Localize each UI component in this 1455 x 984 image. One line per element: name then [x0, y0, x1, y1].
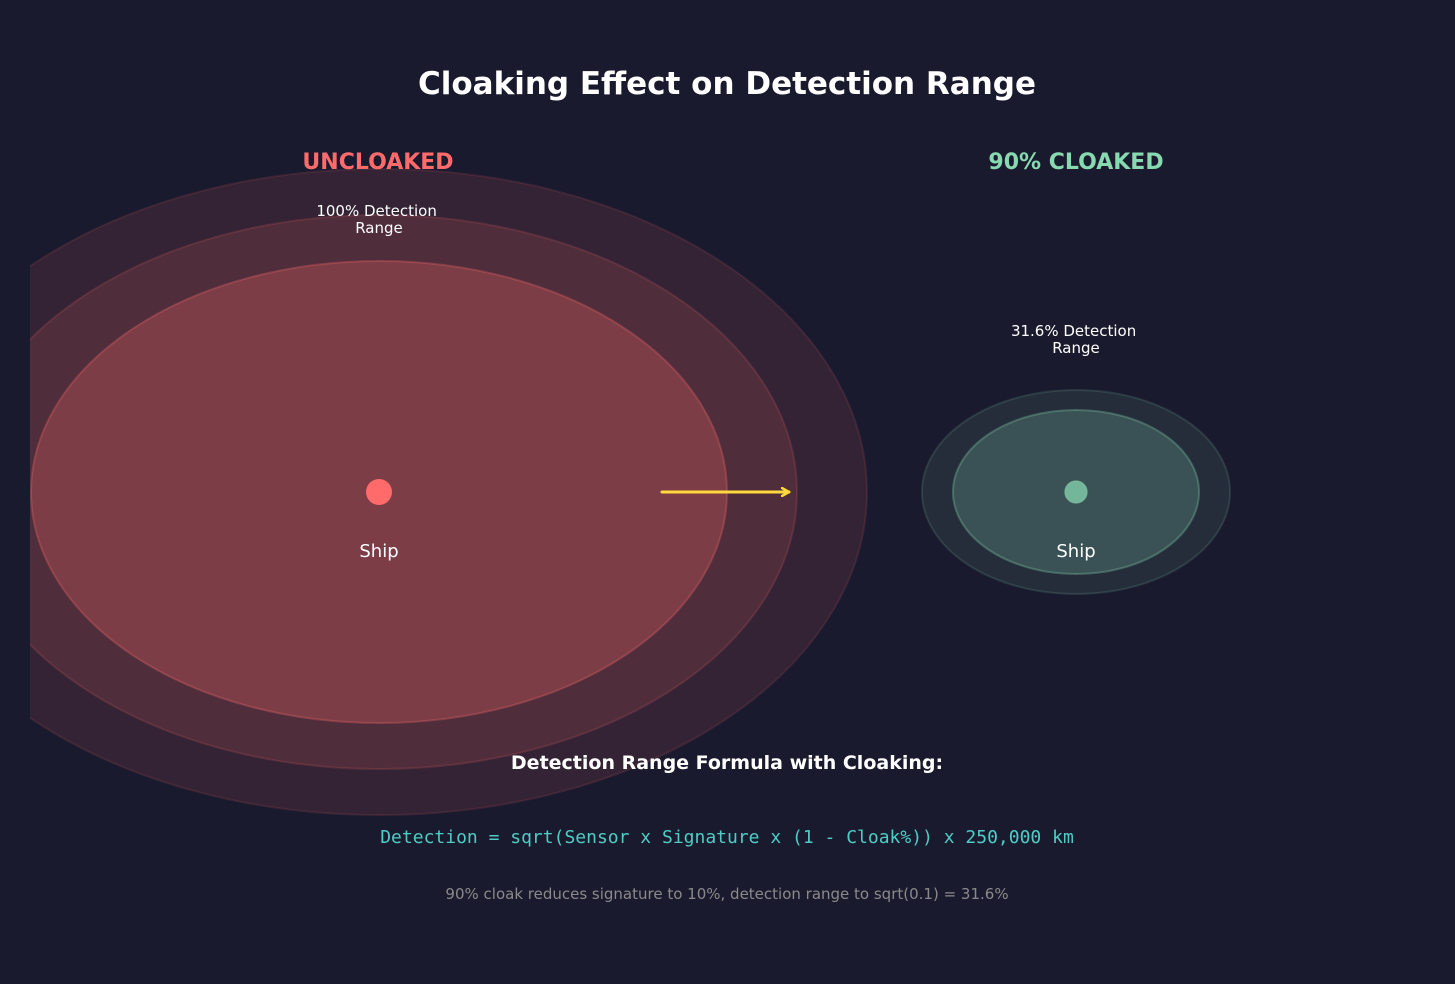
cloaked-range-label-line1: 31.6% Detection — [1011, 322, 1136, 340]
cloaked-range-label-line2: Range — [1052, 339, 1100, 357]
uncloaked-heading: UNCLOAKED — [302, 150, 453, 175]
uncloaked-range-label-line1: 100% Detection — [316, 202, 437, 220]
page-title: Cloaking Effect on Detection Range — [418, 66, 1036, 102]
cloaked-heading: 90% CLOAKED — [988, 150, 1163, 175]
uncloaked-ship-label: Ship — [359, 541, 398, 562]
formula-expression: Detection = sqrt(Sensor x Signature x (1… — [380, 827, 1074, 848]
uncloaked-middle-ring — [30, 214, 798, 770]
uncloaked-range-label: 100% Detection Range — [316, 202, 441, 237]
cloaked-range-label: 31.6% Detection Range — [1011, 322, 1141, 357]
formula-heading: Detection Range Formula with Cloaking: — [511, 752, 943, 774]
uncloaked-range-label-line2: Range — [355, 219, 403, 237]
cloaked-ship-marker — [1064, 480, 1088, 504]
cloaked-ship-label: Ship — [1056, 541, 1095, 562]
uncloaked-detection-rings — [30, 168, 868, 816]
formula-note: 90% cloak reduces signature to 10%, dete… — [445, 885, 1008, 903]
uncloaked-ship-marker — [366, 479, 392, 505]
uncloaked-outer-ring — [30, 168, 868, 816]
